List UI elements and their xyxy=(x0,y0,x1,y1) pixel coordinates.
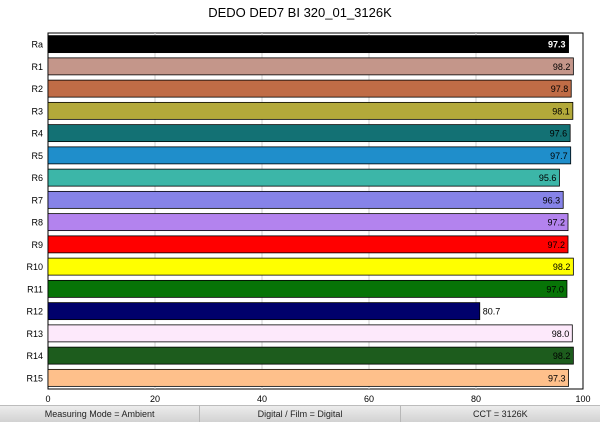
bar-r2 xyxy=(47,79,572,98)
category-label: R5 xyxy=(31,151,43,161)
value-label: 97.2 xyxy=(547,240,565,250)
category-label: R12 xyxy=(26,307,43,317)
measuring-mode-status: Measuring Mode = Ambient xyxy=(0,405,201,422)
bar-ra xyxy=(47,35,569,54)
bar-r9 xyxy=(47,235,569,254)
bar-r10 xyxy=(47,257,574,276)
bar-r15 xyxy=(47,368,569,387)
x-tick-label: 100 xyxy=(575,394,590,404)
x-tick-label: 0 xyxy=(45,394,50,404)
value-label: 97.2 xyxy=(547,218,565,228)
category-label: R6 xyxy=(31,173,43,183)
chart-title: DEDO DED7 BI 320_01_3126K xyxy=(208,5,392,20)
category-label: R11 xyxy=(27,284,43,294)
value-label: 97.0 xyxy=(546,284,564,294)
value-label: 97.7 xyxy=(550,151,568,161)
value-label: 97.6 xyxy=(550,129,568,139)
bar-r1 xyxy=(47,57,574,76)
x-tick-label: 40 xyxy=(257,394,267,404)
bar-r5 xyxy=(47,146,572,165)
x-tick-label: 20 xyxy=(150,394,160,404)
bar-r12 xyxy=(47,302,481,321)
status-bar: Measuring Mode = Ambient Digital / Film … xyxy=(0,405,600,422)
bar-r6 xyxy=(47,168,560,187)
bar-r7 xyxy=(47,190,564,209)
category-label: R1 xyxy=(31,62,43,72)
category-label: R4 xyxy=(31,129,43,139)
value-label: 96.3 xyxy=(543,195,561,205)
category-label: R15 xyxy=(26,373,43,383)
value-label: 97.3 xyxy=(548,373,566,383)
category-labels: Ra R1 R2 R3 R4 R5 R6 R7 R8 R9 R10 R11 R12 R13 R14 R15 xyxy=(26,40,43,384)
bar-r13 xyxy=(47,324,573,343)
value-label: 98.1 xyxy=(552,106,570,116)
chart: DEDO DED7 BI 320_01_3126K 97.3 98.2 97.8 98… xyxy=(26,5,590,404)
category-label: R2 xyxy=(31,84,43,94)
category-label: R8 xyxy=(31,218,43,228)
category-label: Ra xyxy=(31,40,43,50)
value-label: 97.8 xyxy=(551,84,569,94)
value-label: 98.2 xyxy=(553,62,571,72)
value-label: 97.3 xyxy=(548,40,566,50)
value-labels: 97.3 98.2 97.8 98.1 97.6 97.7 95.6 96.3 97.2 97.2… xyxy=(483,40,571,384)
bar-r4 xyxy=(47,124,571,143)
bar-r8 xyxy=(47,213,569,232)
digital-film-status: Digital / Film = Digital xyxy=(200,405,401,422)
value-label: 98.0 xyxy=(552,329,570,339)
value-label: 98.2 xyxy=(553,262,571,272)
cct-status: CCT = 3126K xyxy=(400,405,600,422)
x-tick-label: 60 xyxy=(364,394,374,404)
category-label: R14 xyxy=(26,351,43,361)
bar-r11 xyxy=(47,279,568,298)
category-label: R10 xyxy=(26,262,43,272)
bars xyxy=(47,35,574,387)
value-label: 95.6 xyxy=(539,173,557,183)
bar-r3 xyxy=(47,101,574,120)
value-label: 98.2 xyxy=(553,351,571,361)
value-label: 80.7 xyxy=(483,307,501,317)
category-label: R13 xyxy=(26,329,43,339)
bar-r14 xyxy=(47,346,574,365)
x-tick-label: 80 xyxy=(471,394,481,404)
x-tick-labels: 0 20 40 60 80 100 xyxy=(45,394,590,404)
category-label: R7 xyxy=(31,195,43,205)
category-label: R9 xyxy=(31,240,43,250)
category-label: R3 xyxy=(31,106,43,116)
